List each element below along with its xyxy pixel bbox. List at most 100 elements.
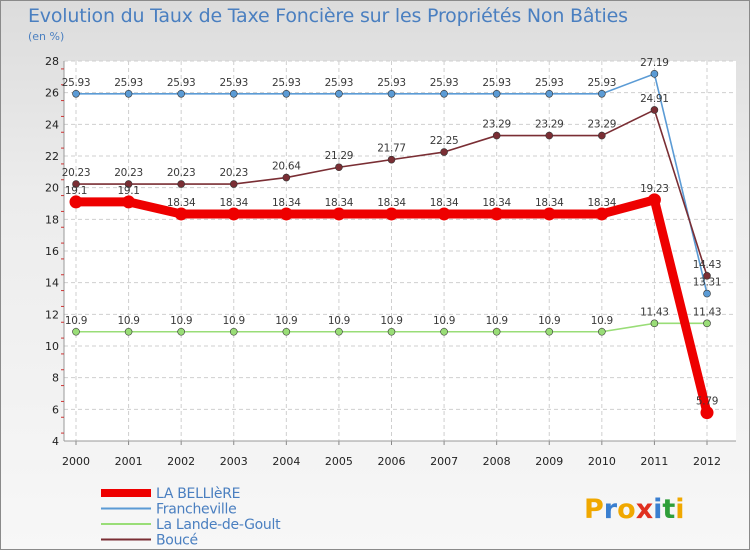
x-tick-label: 2003 xyxy=(220,455,248,468)
data-point xyxy=(440,327,448,336)
data-point xyxy=(177,180,185,188)
y-tick-label: 16 xyxy=(45,245,59,258)
data-label: 10.9 xyxy=(328,315,350,327)
data-label: 24.91 xyxy=(640,93,669,105)
data-label: 18.34 xyxy=(430,197,459,209)
y-tick-label: 14 xyxy=(45,277,59,290)
x-tick-label: 2010 xyxy=(588,455,616,468)
data-label: 10.9 xyxy=(65,315,87,327)
data-point xyxy=(335,163,343,172)
data-label: 18.34 xyxy=(219,197,248,209)
data-point xyxy=(385,207,398,221)
data-label: 20.64 xyxy=(272,161,301,173)
data-point xyxy=(440,148,448,156)
data-point xyxy=(598,131,606,140)
y-tick-label: 4 xyxy=(52,435,59,448)
data-point xyxy=(332,207,346,221)
data-label: 10.9 xyxy=(117,315,139,327)
y-tick-label: 28 xyxy=(45,55,59,68)
data-point xyxy=(177,327,185,336)
logo-letter: r xyxy=(604,494,618,525)
logo-letter: i xyxy=(675,494,684,525)
proxiti-logo: Proxiti xyxy=(584,494,685,525)
grid xyxy=(64,60,736,442)
data-point xyxy=(335,327,343,336)
data-point xyxy=(440,89,448,98)
data-label: 25.93 xyxy=(272,77,301,89)
data-point xyxy=(650,319,659,328)
data-label: 21.29 xyxy=(325,150,354,162)
data-point xyxy=(650,106,659,114)
x-tick-label: 2012 xyxy=(693,455,721,468)
y-tick-label: 18 xyxy=(45,213,59,226)
data-label: 21.77 xyxy=(377,143,406,155)
data-label: 10.9 xyxy=(486,315,508,327)
legend-label: La Lande-de-Goult xyxy=(156,517,281,533)
unit-label: (en %) xyxy=(28,30,65,43)
y-tick-label: 12 xyxy=(45,308,59,321)
data-point xyxy=(229,89,238,98)
data-label: 10.9 xyxy=(538,315,560,327)
data-label: 5.79 xyxy=(696,396,718,408)
data-point xyxy=(650,70,659,78)
data-label: 11.43 xyxy=(693,306,722,318)
data-label: 25.93 xyxy=(114,77,143,89)
data-label: 18.34 xyxy=(325,197,354,209)
data-point xyxy=(437,207,451,221)
y-tick-label: 6 xyxy=(52,403,59,416)
data-point xyxy=(72,180,80,188)
data-label: 19.1 xyxy=(65,185,87,197)
data-point xyxy=(124,89,133,98)
data-label: 25.93 xyxy=(62,77,91,89)
data-label: 23.29 xyxy=(535,119,564,131)
data-point xyxy=(490,207,504,221)
data-label: 20.23 xyxy=(114,167,143,179)
data-label: 18.34 xyxy=(482,197,511,209)
data-point xyxy=(282,327,291,336)
x-tick-label: 2004 xyxy=(272,455,300,468)
data-labels: 25.93 25.93 25.93 25.93 25.93 25.93 25.93 25.93… xyxy=(62,57,722,408)
data-point xyxy=(124,327,133,336)
data-point xyxy=(647,193,661,207)
data-point xyxy=(335,89,343,98)
data-point xyxy=(700,406,714,420)
data-label: 10.9 xyxy=(170,315,192,327)
data-point xyxy=(703,289,711,298)
data-label: 18.34 xyxy=(588,197,617,209)
series-markers xyxy=(69,70,714,420)
data-point xyxy=(545,131,554,140)
data-label: 18.34 xyxy=(535,197,564,209)
data-point xyxy=(703,272,711,280)
data-label: 18.34 xyxy=(167,197,196,209)
x-tick-label: 2008 xyxy=(483,455,511,468)
data-label: 20.23 xyxy=(219,167,248,179)
data-label: 20.23 xyxy=(62,167,91,179)
data-point xyxy=(595,207,609,221)
data-point xyxy=(122,195,136,209)
data-point xyxy=(492,327,501,336)
data-point xyxy=(229,180,238,188)
x-tick-label: 2005 xyxy=(325,455,353,468)
data-label: 25.93 xyxy=(535,77,564,89)
data-point xyxy=(282,173,291,182)
data-label: 10.9 xyxy=(380,315,402,327)
data-point xyxy=(72,89,80,98)
x-tick-label: 2001 xyxy=(115,455,143,468)
logo-letter: o xyxy=(617,494,636,525)
logo-letter: x xyxy=(636,494,653,525)
data-label: 25.93 xyxy=(377,77,406,89)
data-label: 14.43 xyxy=(693,259,722,271)
data-label: 10.9 xyxy=(223,315,245,327)
data-point xyxy=(703,319,711,328)
data-label: 25.93 xyxy=(219,77,248,89)
data-point xyxy=(69,195,83,209)
data-label: 11.43 xyxy=(640,306,669,318)
x-tick-label: 2002 xyxy=(167,455,195,468)
data-point xyxy=(492,89,501,98)
data-point xyxy=(279,207,293,221)
data-label: 25.93 xyxy=(167,77,196,89)
y-tick-label: 24 xyxy=(45,118,59,131)
data-point xyxy=(387,155,396,164)
